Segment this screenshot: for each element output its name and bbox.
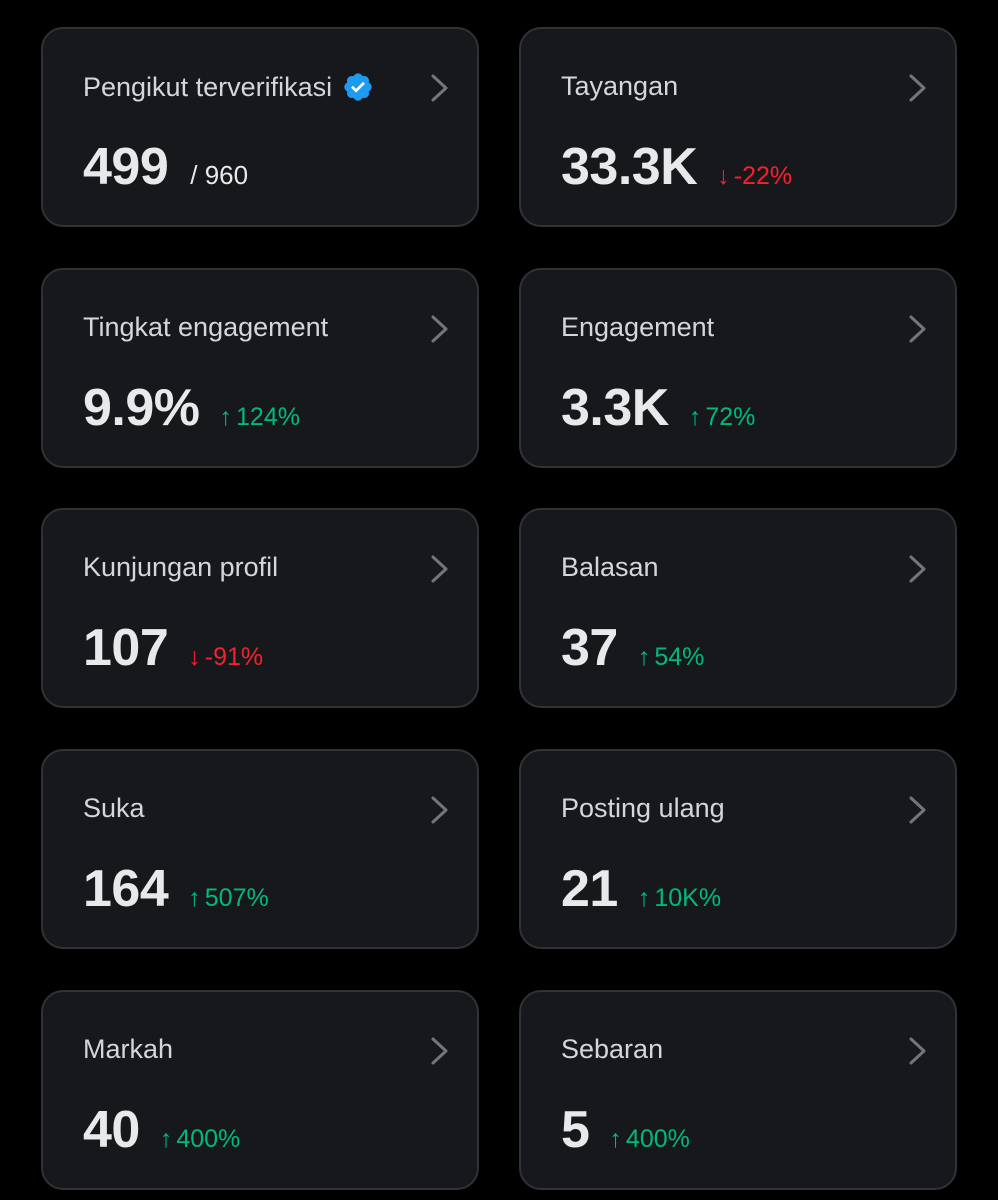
value-row: 37 ↑ 54% xyxy=(561,618,704,678)
metric-value: 37 xyxy=(561,619,618,677)
change-text: 10K% xyxy=(654,884,722,912)
metric-value: 9.9% xyxy=(83,379,200,437)
change-text: -22% xyxy=(733,162,793,190)
card-title-text: Tingkat engagement xyxy=(83,312,329,342)
card-title-text: Balasan xyxy=(561,552,659,582)
card-title-text: Kunjungan profil xyxy=(83,552,279,582)
metric-value: 40 xyxy=(83,1101,140,1159)
card-shares[interactable]: Sebaran 5 ↑ 400% xyxy=(519,990,957,1190)
metric-change: ↑ 400% xyxy=(160,1125,240,1154)
card-bookmarks[interactable]: Markah 40 ↑ 400% xyxy=(41,990,479,1190)
metric-change: ↑ 10K% xyxy=(638,884,721,913)
card-title: Kunjungan profil xyxy=(83,552,278,583)
card-title: Engagement xyxy=(561,312,714,343)
card-title: Tingkat engagement xyxy=(83,312,328,343)
card-likes[interactable]: Suka 164 ↑ 507% xyxy=(41,749,479,949)
change-text: 400% xyxy=(176,1125,241,1153)
card-engagements[interactable]: Engagement 3.3K ↑ 72% xyxy=(519,268,957,468)
metric-change: ↑ 124% xyxy=(220,403,300,432)
card-title-text: Pengikut terverifikasi xyxy=(83,71,333,102)
chevron-right-icon xyxy=(431,315,448,343)
metric-value: 21 xyxy=(561,860,618,918)
change-text: 507% xyxy=(204,884,269,912)
metric-change: ↑ 507% xyxy=(188,884,268,913)
value-row: 33.3K ↓ -22% xyxy=(561,137,792,197)
card-title: Pengikut terverifikasi xyxy=(83,71,374,103)
metric-value: 499 xyxy=(83,138,169,196)
card-title: Balasan xyxy=(561,552,659,583)
metric-change: ↑ 400% xyxy=(609,1125,689,1154)
card-title: Markah xyxy=(83,1034,173,1065)
card-reposts[interactable]: Posting ulang 21 ↑ 10K% xyxy=(519,749,957,949)
card-impressions[interactable]: Tayangan 33.3K ↓ -22% xyxy=(519,27,957,227)
arrow-up-icon: ↑ xyxy=(688,403,702,431)
metric-value: 107 xyxy=(83,619,169,677)
value-row: 21 ↑ 10K% xyxy=(561,859,721,919)
verified-badge-icon xyxy=(344,73,372,101)
metric-change: ↓ -22% xyxy=(717,162,792,191)
change-text: 124% xyxy=(236,403,300,431)
metric-value: 3.3K xyxy=(561,379,669,437)
arrow-up-icon: ↑ xyxy=(637,643,651,671)
arrow-down-icon: ↓ xyxy=(188,643,201,671)
chevron-right-icon xyxy=(431,1037,448,1065)
chevron-right-icon xyxy=(431,74,448,102)
metric-value: 33.3K xyxy=(561,138,698,196)
arrow-up-icon: ↑ xyxy=(159,1125,173,1153)
card-title-text: Suka xyxy=(83,793,145,823)
chevron-right-icon xyxy=(431,796,448,824)
card-title-text: Engagement xyxy=(561,312,715,342)
card-title: Posting ulang xyxy=(561,793,725,824)
value-row: 40 ↑ 400% xyxy=(83,1100,240,1160)
metric-total: / 960 xyxy=(190,160,249,190)
metric-change: ↓ -91% xyxy=(188,643,263,672)
card-title-text: Tayangan xyxy=(561,71,679,101)
metric-change: ↑ 72% xyxy=(689,403,756,432)
change-text: -91% xyxy=(204,643,264,671)
arrow-up-icon: ↑ xyxy=(637,884,651,912)
chevron-right-icon xyxy=(431,555,448,583)
value-row: 5 ↑ 400% xyxy=(561,1100,690,1160)
arrow-down-icon: ↓ xyxy=(717,162,730,190)
value-row: 3.3K ↑ 72% xyxy=(561,378,755,438)
metric-value: 5 xyxy=(561,1101,590,1159)
card-profile-visits[interactable]: Kunjungan profil 107 ↓ -91% xyxy=(41,508,479,708)
arrow-up-icon: ↑ xyxy=(609,1125,622,1153)
chevron-right-icon xyxy=(909,74,926,102)
change-text: 400% xyxy=(625,1125,690,1153)
metric-value: 164 xyxy=(83,860,169,918)
card-replies[interactable]: Balasan 37 ↑ 54% xyxy=(519,508,957,708)
chevron-right-icon xyxy=(909,796,926,824)
value-row: 164 ↑ 507% xyxy=(83,859,269,919)
card-title: Tayangan xyxy=(561,71,678,102)
value-row: 9.9% ↑ 124% xyxy=(83,378,300,438)
card-verified-followers[interactable]: Pengikut terverifikasi 499 / 960 xyxy=(41,27,479,227)
card-title-text: Sebaran xyxy=(561,1034,664,1064)
card-title: Sebaran xyxy=(561,1034,663,1065)
card-title: Suka xyxy=(83,793,145,824)
chevron-right-icon xyxy=(909,1037,926,1065)
metric-change: ↑ 54% xyxy=(638,643,705,672)
chevron-right-icon xyxy=(909,315,926,343)
card-title-text: Markah xyxy=(83,1034,174,1064)
value-row: 499 / 960 xyxy=(83,137,248,197)
card-engagement-rate[interactable]: Tingkat engagement 9.9% ↑ 124% xyxy=(41,268,479,468)
change-text: 72% xyxy=(705,403,756,431)
arrow-up-icon: ↑ xyxy=(219,403,233,431)
chevron-right-icon xyxy=(909,555,926,583)
arrow-up-icon: ↑ xyxy=(188,884,201,912)
card-title-text: Posting ulang xyxy=(561,793,725,823)
change-text: 54% xyxy=(654,643,705,671)
value-row: 107 ↓ -91% xyxy=(83,618,263,678)
